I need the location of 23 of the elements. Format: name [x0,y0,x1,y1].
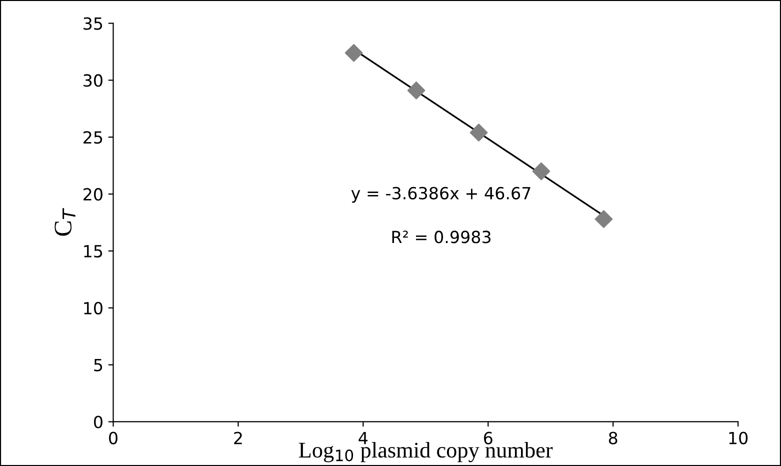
y-tick-label: 35 [84,17,102,30]
y-tick-label: 15 [84,245,102,258]
point [344,44,363,62]
point [594,210,613,228]
x-axis-title: Log$_{10}$ plasmid copy number [298,442,553,462]
annotation: y = -3.6386x + 46.67 [351,186,530,203]
annotation: R² = 0.9983 [392,230,490,244]
x-tick-label: 4 [358,432,368,444]
y-tick-label: 10 [84,302,102,314]
point [407,82,426,100]
y-tick-label: 30 [84,74,102,87]
y-tick-label: 0 [94,416,102,428]
y-axis-title: C$_{T}$ [54,208,76,236]
x-tick-label: 2 [234,432,242,444]
y-tick-label: 25 [84,131,102,144]
y-tick-label: 5 [94,358,102,372]
x-tick-label: 8 [608,432,618,444]
x-tick-label: 0 [109,432,118,444]
point [470,124,488,142]
y-tick-label: 20 [84,188,102,201]
point [532,162,550,180]
x-tick-label: 6 [484,432,492,444]
x-tick-label: 10 [729,432,748,444]
